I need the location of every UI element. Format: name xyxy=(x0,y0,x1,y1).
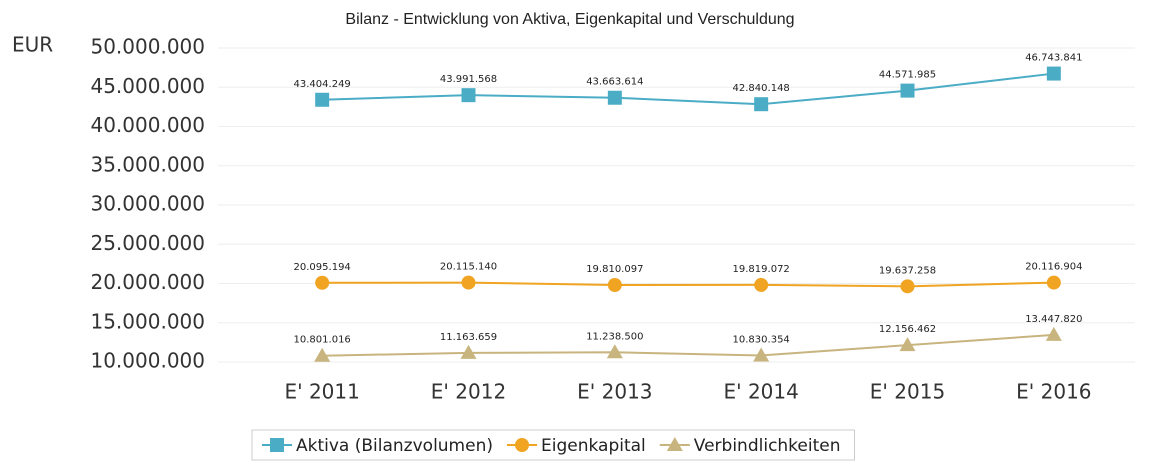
y-tick-label: 10.000.000 xyxy=(90,349,205,373)
data-point xyxy=(607,277,622,292)
x-tick-label: E' 2012 xyxy=(431,380,506,404)
data-point xyxy=(900,83,915,98)
x-tick-label: E' 2016 xyxy=(1016,380,1091,404)
y-tick-label: 50.000.000 xyxy=(90,35,205,59)
data-point xyxy=(606,344,623,359)
series-line xyxy=(322,281,1054,288)
y-tick-label: 25.000.000 xyxy=(90,231,205,255)
data-label: 19.819.072 xyxy=(733,264,790,275)
y-axis-label: EUR xyxy=(12,33,53,57)
data-label: 12.156.462 xyxy=(879,324,936,335)
data-point xyxy=(1046,275,1061,290)
data-point xyxy=(314,347,331,362)
data-label: 42.840.148 xyxy=(733,83,790,94)
legend-label: Verbindlichkeiten xyxy=(694,436,841,456)
data-label: 13.447.820 xyxy=(1025,314,1082,325)
data-point xyxy=(315,275,330,290)
y-tick-label: 45.000.000 xyxy=(90,74,205,98)
data-point xyxy=(607,90,622,105)
data-label: 20.095.194 xyxy=(294,262,351,273)
series-line xyxy=(322,333,1054,357)
data-point xyxy=(315,92,330,107)
chart-title: Bilanz - Entwicklung von Aktiva, Eigenka… xyxy=(345,11,794,28)
data-point xyxy=(1046,66,1061,81)
data-point xyxy=(753,347,770,362)
data-label: 20.115.140 xyxy=(440,262,497,273)
series-line xyxy=(322,72,1054,106)
data-label: 11.238.500 xyxy=(586,331,643,342)
legend-box xyxy=(251,429,856,461)
data-label: 10.830.354 xyxy=(733,334,790,345)
data-label: 44.571.985 xyxy=(879,70,936,81)
data-label: 20.116.904 xyxy=(1025,262,1082,273)
y-tick-label: 35.000.000 xyxy=(90,152,205,176)
data-point xyxy=(754,277,769,292)
data-label: 46.743.841 xyxy=(1025,53,1082,64)
legend-marker xyxy=(270,438,284,452)
x-tick-label: E' 2013 xyxy=(577,380,652,404)
data-point xyxy=(460,344,477,359)
data-point xyxy=(461,88,476,103)
data-label: 11.163.659 xyxy=(440,332,497,343)
data-point xyxy=(899,337,916,352)
legend-marker xyxy=(666,437,683,451)
x-tick-label: E' 2014 xyxy=(723,380,798,404)
x-tick-label: E' 2011 xyxy=(284,380,359,404)
data-point xyxy=(754,97,769,112)
legend-label: Aktiva (Bilanzvolumen) xyxy=(296,436,493,456)
data-label: 43.663.614 xyxy=(586,77,643,88)
y-tick-label: 40.000.000 xyxy=(90,113,205,137)
data-point xyxy=(461,275,476,290)
data-label: 19.637.258 xyxy=(879,265,936,276)
data-point xyxy=(1045,326,1062,341)
data-label: 43.404.249 xyxy=(294,79,351,90)
y-tick-label: 20.000.000 xyxy=(90,270,205,294)
y-tick-label: 30.000.000 xyxy=(90,192,205,216)
y-tick-label: 15.000.000 xyxy=(90,309,205,333)
data-label: 19.810.097 xyxy=(586,264,643,275)
data-point xyxy=(900,279,915,294)
x-tick-label: E' 2015 xyxy=(870,380,945,404)
data-label: 43.991.568 xyxy=(440,74,497,85)
legend-label: Eigenkapital xyxy=(541,436,646,456)
legend-marker xyxy=(515,438,529,452)
data-label: 10.801.016 xyxy=(294,335,351,346)
